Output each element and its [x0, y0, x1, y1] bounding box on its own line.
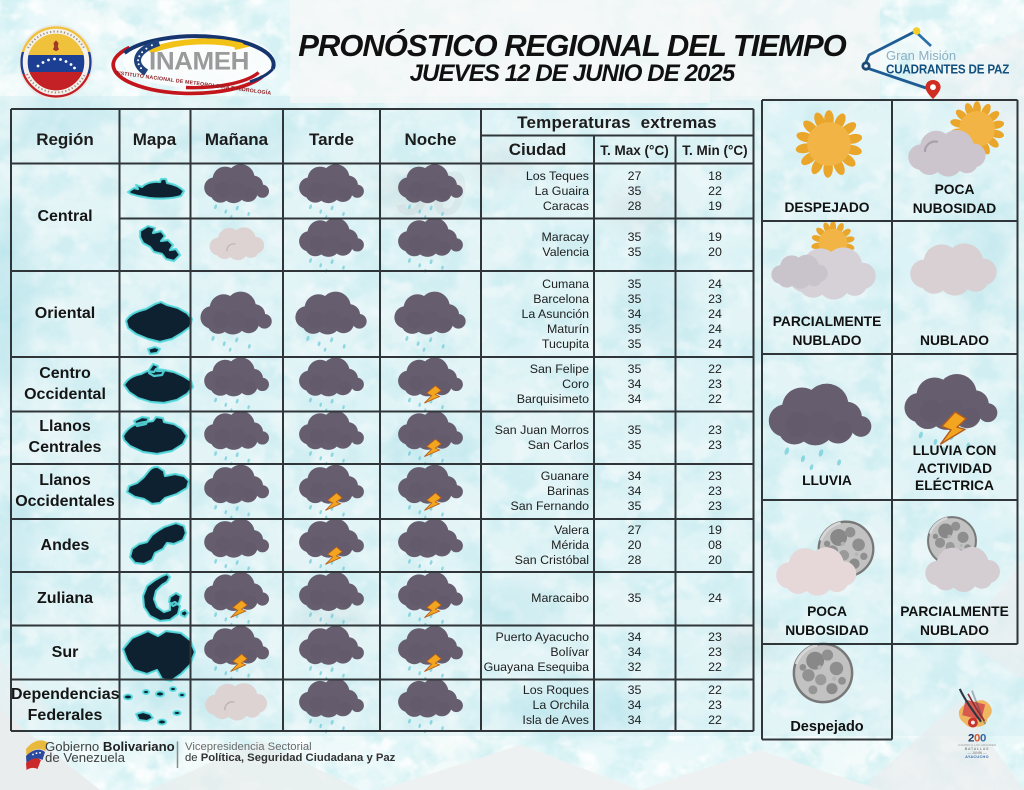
svg-text:BATALLAS: BATALLAS	[965, 747, 990, 751]
svg-text:INAMEH: INAMEH	[149, 48, 249, 76]
svg-text:Gran Misión: Gran Misión	[886, 48, 956, 63]
svg-text:AYACUCHO: AYACUCHO	[965, 755, 989, 759]
svg-text:CAMINO A LAS GRANDES: CAMINO A LAS GRANDES	[958, 743, 996, 747]
svg-text:— JUNÍN —: — JUNÍN —	[967, 750, 987, 755]
svg-text:200: 200	[968, 732, 986, 744]
svg-text:CUADRANTES DE PAZ: CUADRANTES DE PAZ	[886, 62, 1010, 77]
